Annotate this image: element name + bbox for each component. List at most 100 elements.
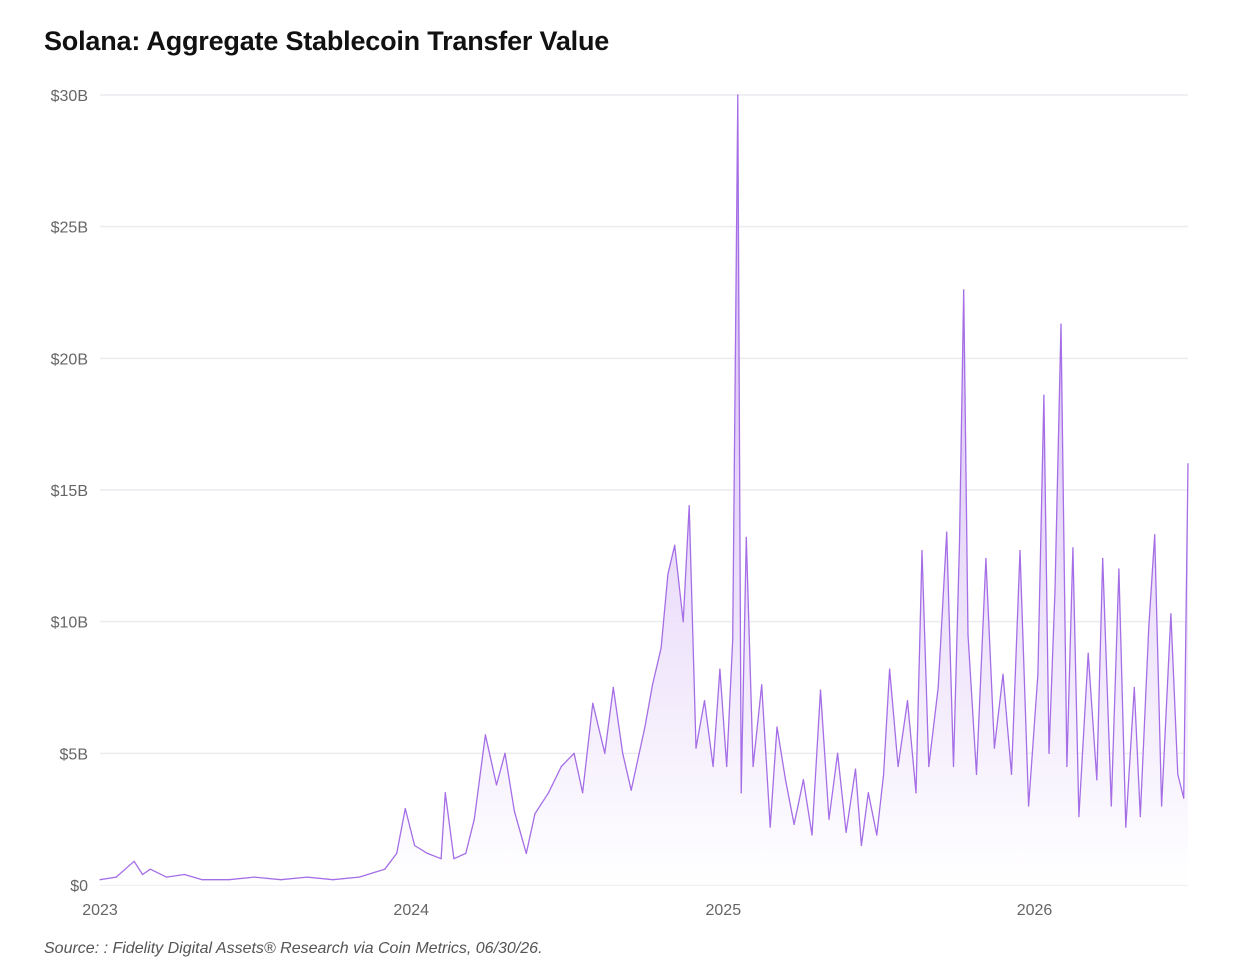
- data-point: [897, 765, 899, 768]
- series-group: [99, 94, 1189, 885]
- data-point: [667, 573, 669, 575]
- data-point: [1133, 686, 1135, 689]
- data-point: [1043, 394, 1045, 396]
- data-point: [1161, 805, 1163, 807]
- data-point: [1102, 557, 1104, 560]
- data-point: [426, 852, 428, 855]
- data-point: [1054, 589, 1056, 591]
- y-tick-label: $20B: [51, 351, 88, 368]
- data-point: [819, 689, 822, 691]
- data-point: [769, 826, 771, 828]
- data-point: [719, 668, 721, 670]
- y-tick-label: $0: [70, 878, 88, 895]
- data-point: [1078, 815, 1080, 818]
- data-point: [142, 873, 144, 876]
- y-tick-label: $30B: [51, 88, 88, 105]
- data-point: [712, 765, 714, 768]
- data-point: [440, 858, 442, 860]
- data-point: [165, 876, 168, 878]
- data-point: [547, 792, 550, 794]
- data-point: [404, 808, 406, 810]
- data-point: [1110, 805, 1112, 807]
- data-point: [1048, 752, 1050, 754]
- data-point: [776, 726, 778, 728]
- data-point: [1037, 673, 1039, 675]
- data-point: [1139, 815, 1141, 818]
- data-point: [993, 747, 996, 749]
- data-point: [504, 752, 506, 754]
- data-point: [444, 792, 446, 794]
- x-axis: 2023 2024 2025 2026: [82, 902, 1052, 919]
- data-point: [802, 779, 805, 781]
- data-point: [414, 844, 416, 847]
- data-point: [1170, 613, 1172, 615]
- data-point: [612, 686, 614, 689]
- data-point: [1096, 779, 1098, 781]
- data-point: [115, 876, 117, 878]
- data-point: [958, 542, 961, 544]
- data-point: [1187, 463, 1189, 465]
- data-point: [915, 792, 917, 794]
- data-point: [876, 834, 878, 836]
- data-point: [280, 879, 282, 881]
- data-point: [1028, 805, 1030, 807]
- data-point: [1066, 765, 1068, 768]
- data-point: [828, 818, 830, 820]
- data-point: [660, 647, 662, 649]
- data-point: [793, 823, 795, 826]
- data-point: [495, 784, 498, 786]
- data-point: [921, 550, 923, 552]
- data-point: [703, 700, 706, 702]
- data-point: [183, 873, 185, 876]
- data-point: [695, 747, 697, 749]
- y-tick-label: $25B: [51, 220, 88, 237]
- data-point: [674, 544, 676, 546]
- data-point: [651, 684, 654, 686]
- data-point: [784, 779, 787, 781]
- data-point: [1177, 773, 1179, 776]
- data-point: [845, 831, 847, 833]
- data-point: [201, 879, 203, 881]
- data-point: [1010, 773, 1013, 776]
- data-point: [745, 536, 747, 539]
- data-point: [453, 858, 455, 860]
- data-point: [967, 634, 969, 636]
- y-tick-label: $5B: [60, 746, 88, 763]
- data-point: [253, 876, 255, 878]
- data-point: [228, 879, 230, 881]
- data-point: [761, 684, 763, 686]
- data-point: [582, 792, 584, 794]
- data-point: [889, 668, 891, 670]
- x-tick-label: 2023: [82, 902, 118, 919]
- data-point: [883, 773, 885, 776]
- x-tick-label: 2026: [1017, 902, 1053, 919]
- data-point: [1060, 323, 1062, 325]
- data-point: [963, 289, 965, 291]
- data-point: [384, 868, 386, 870]
- data-point: [928, 765, 930, 768]
- data-point: [560, 765, 562, 768]
- data-point: [985, 557, 987, 560]
- data-point: [1072, 547, 1074, 549]
- data-point: [644, 726, 646, 728]
- data-point: [1125, 826, 1127, 828]
- data-point: [99, 879, 101, 881]
- data-point: [1118, 568, 1120, 570]
- data-point: [630, 789, 632, 791]
- data-point: [306, 876, 308, 878]
- data-point: [1002, 673, 1004, 675]
- data-point: [732, 639, 734, 641]
- data-point: [358, 876, 360, 878]
- data-point: [811, 834, 813, 836]
- data-point: [860, 844, 863, 847]
- data-point: [332, 879, 334, 881]
- data-point: [396, 852, 398, 855]
- data-point: [484, 734, 486, 736]
- data-point: [525, 852, 527, 855]
- data-point: [937, 686, 939, 689]
- data-point: [737, 94, 739, 96]
- data-point: [1087, 652, 1089, 654]
- data-point: [513, 810, 516, 812]
- data-point: [688, 505, 690, 507]
- series-line: [99, 94, 1189, 881]
